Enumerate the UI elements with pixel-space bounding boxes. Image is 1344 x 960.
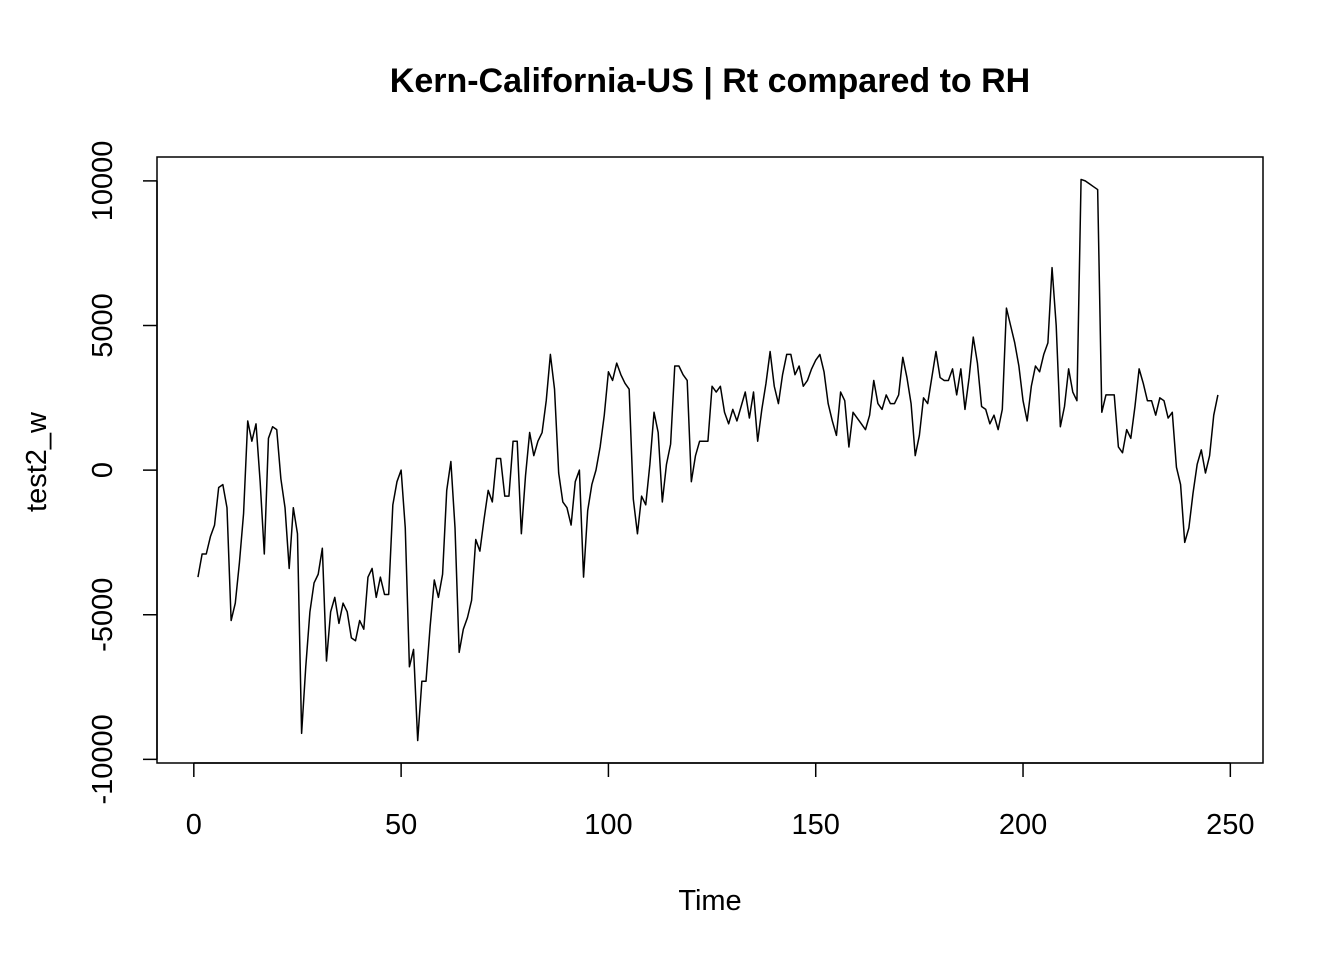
y-tick-label: 10000	[87, 141, 119, 222]
series-line	[197, 178, 1219, 742]
chart-title: Kern-California-US | Rt compared to RH	[390, 62, 1030, 100]
x-tick-label: 100	[584, 809, 632, 841]
x-tick-label: 0	[186, 809, 202, 841]
x-tick-label: 200	[999, 809, 1047, 841]
y-axis-label: test2_w	[21, 411, 53, 512]
y-tick-label: 5000	[87, 293, 119, 358]
x-axis-label: Time	[678, 885, 741, 917]
x-tick-label: 250	[1206, 809, 1254, 841]
x-tick-label: 50	[385, 809, 417, 841]
y-tick-label: -5000	[87, 578, 119, 652]
x-tick-label: 150	[792, 809, 840, 841]
y-tick-label: -10000	[87, 714, 119, 804]
y-tick-label: 0	[87, 462, 119, 478]
